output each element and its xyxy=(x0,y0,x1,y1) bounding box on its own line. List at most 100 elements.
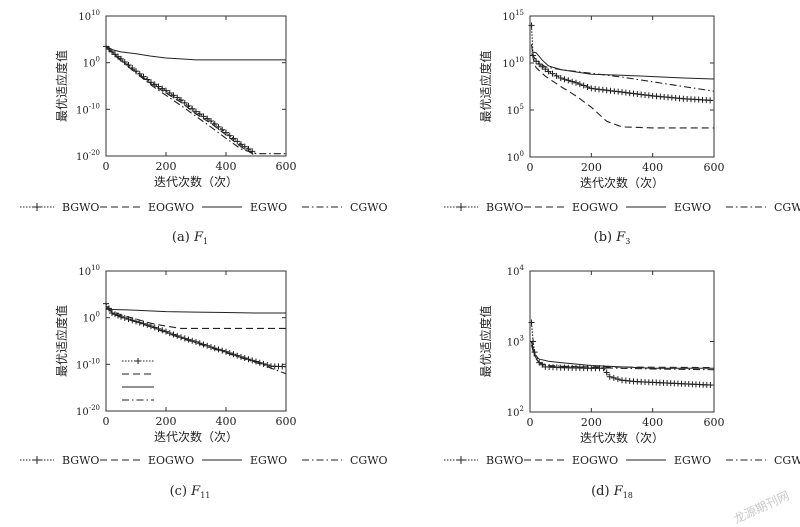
legend-label-cgwo: CGWO xyxy=(774,201,800,214)
x-tick-label: 400 xyxy=(216,160,237,173)
series-marker-bgwo xyxy=(557,75,564,82)
panel-caption: (d) F18 xyxy=(591,484,633,500)
plot-frame xyxy=(529,270,715,413)
legend: BGWO EOGWO EGWO CGWO xyxy=(20,201,388,214)
x-tick-label: 400 xyxy=(216,415,237,428)
plot-frame xyxy=(529,15,715,158)
series-marker-bgwo xyxy=(170,92,177,99)
series-marker-bgwo xyxy=(264,362,271,369)
legend-label-egwo: EGWO xyxy=(250,454,287,467)
x-tick-label: 600 xyxy=(704,161,725,174)
series-marker-bgwo xyxy=(569,78,576,85)
x-tick-label: 400 xyxy=(642,161,663,174)
series-line-eogwo xyxy=(530,44,714,129)
series-line-egwo xyxy=(106,45,286,61)
series-marker-bgwo xyxy=(614,376,621,383)
series-marker-bgwo xyxy=(208,118,214,124)
y-tick-label: 100 xyxy=(83,56,100,70)
legend-label-eogwo: EOGWO xyxy=(148,454,194,467)
series-line-egwo xyxy=(531,51,714,80)
series-marker-bgwo xyxy=(238,353,244,360)
plot-frame xyxy=(105,15,287,157)
series-marker-bgwo xyxy=(103,300,109,307)
y-tick-label: 1010 xyxy=(502,56,524,70)
series-marker-bgwo xyxy=(234,138,241,145)
x-tick-label: 0 xyxy=(527,416,534,429)
y-axis-label: 最优适应度值 xyxy=(478,50,493,122)
series-marker-bgwo xyxy=(528,22,535,29)
series-marker-bgwo xyxy=(565,77,572,84)
y-tick-label: 100 xyxy=(83,311,100,325)
y-tick-label: 105 xyxy=(507,103,524,117)
legend-label-cgwo: CGWO xyxy=(774,454,800,467)
series-line-bgwo xyxy=(530,25,714,102)
y-tick-label: 1010 xyxy=(78,264,100,278)
series-marker-bgwo xyxy=(580,82,587,89)
legend: BGWO EOGWO EGWO CGWO xyxy=(444,454,800,467)
panel-caption: (b) F3 xyxy=(594,230,631,246)
series-marker-bgwo xyxy=(561,76,568,83)
y-tick-label: 100 xyxy=(507,150,524,164)
series-marker-bgwo xyxy=(163,87,169,94)
x-tick-label: 200 xyxy=(156,160,177,173)
legend-label-eogwo: EOGWO xyxy=(572,201,618,214)
series-marker-bgwo xyxy=(189,105,196,112)
legend-label-bgwo: BGWO xyxy=(486,454,523,467)
plot-frame xyxy=(105,270,287,412)
series-marker-bgwo xyxy=(155,325,162,332)
series-line-cgwo xyxy=(531,53,714,92)
figure: 0 200 400 600 1010 100 10-10 10-20 迭代次数（次） 最优适应度值… xyxy=(20,9,800,526)
series-marker-bgwo xyxy=(181,335,188,342)
series-marker-bgwo xyxy=(606,373,613,380)
inset-legend-marker xyxy=(135,358,141,364)
x-tick-label: 600 xyxy=(276,415,297,428)
x-tick-label: 0 xyxy=(103,160,110,173)
series-marker-bgwo xyxy=(707,382,714,389)
series-line-cgwo xyxy=(106,305,286,375)
series-marker-bgwo xyxy=(193,338,199,345)
series-line-eogwo xyxy=(530,341,714,369)
x-tick-label: 400 xyxy=(642,416,663,429)
y-tick-label: 104 xyxy=(507,264,525,278)
panel-caption: (a) F1 xyxy=(172,230,208,246)
legend-label-egwo: EGWO xyxy=(674,201,711,214)
x-tick-label: 200 xyxy=(581,161,602,174)
panel-c: 0 200 400 600 1010 100 10-10 10-20 迭代次数（次） 最优适应度值… xyxy=(20,264,388,500)
x-tick-label: 200 xyxy=(156,415,177,428)
series-line-eogwo xyxy=(106,307,286,329)
series-marker-bgwo xyxy=(603,369,610,376)
series-marker-bgwo xyxy=(241,143,248,150)
series-marker-bgwo xyxy=(219,347,226,354)
series-marker-bgwo xyxy=(196,340,203,347)
legend-marker-bgwo xyxy=(457,203,465,211)
legend-marker-bgwo xyxy=(457,456,465,464)
x-tick-label: 0 xyxy=(527,161,534,174)
y-tick-label: 10-20 xyxy=(76,404,100,418)
legend-label-bgwo: BGWO xyxy=(62,201,99,214)
y-tick-label: 10-10 xyxy=(76,357,100,371)
series-marker-bgwo xyxy=(573,79,579,86)
series-line-egwo xyxy=(106,308,286,314)
series-marker-bgwo xyxy=(234,352,241,359)
y-axis-label: 最优适应度值 xyxy=(54,305,69,377)
x-tick-label: 200 xyxy=(581,416,602,429)
series-marker-bgwo xyxy=(260,360,267,367)
y-tick-label: 10-20 xyxy=(76,149,100,163)
series-line-cgwo xyxy=(106,46,286,155)
series-marker-bgwo xyxy=(549,70,556,77)
x-tick-label: 0 xyxy=(103,415,110,428)
panel-caption: (c) F11 xyxy=(170,484,211,500)
series-marker-bgwo xyxy=(576,81,583,88)
y-tick-label: 10-10 xyxy=(76,102,100,116)
x-tick-label: 600 xyxy=(276,160,297,173)
series-marker-bgwo xyxy=(223,348,229,355)
y-tick-label: 1015 xyxy=(502,9,524,23)
y-tick-label: 103 xyxy=(507,335,524,349)
series-line-cgwo xyxy=(530,344,714,371)
series-marker-bgwo xyxy=(536,60,543,67)
series-marker-bgwo xyxy=(196,111,203,117)
legend-marker-bgwo xyxy=(33,203,41,211)
series-marker-bgwo xyxy=(279,363,286,370)
legend-label-bgwo: BGWO xyxy=(486,201,523,214)
legend-marker-bgwo xyxy=(33,456,41,464)
